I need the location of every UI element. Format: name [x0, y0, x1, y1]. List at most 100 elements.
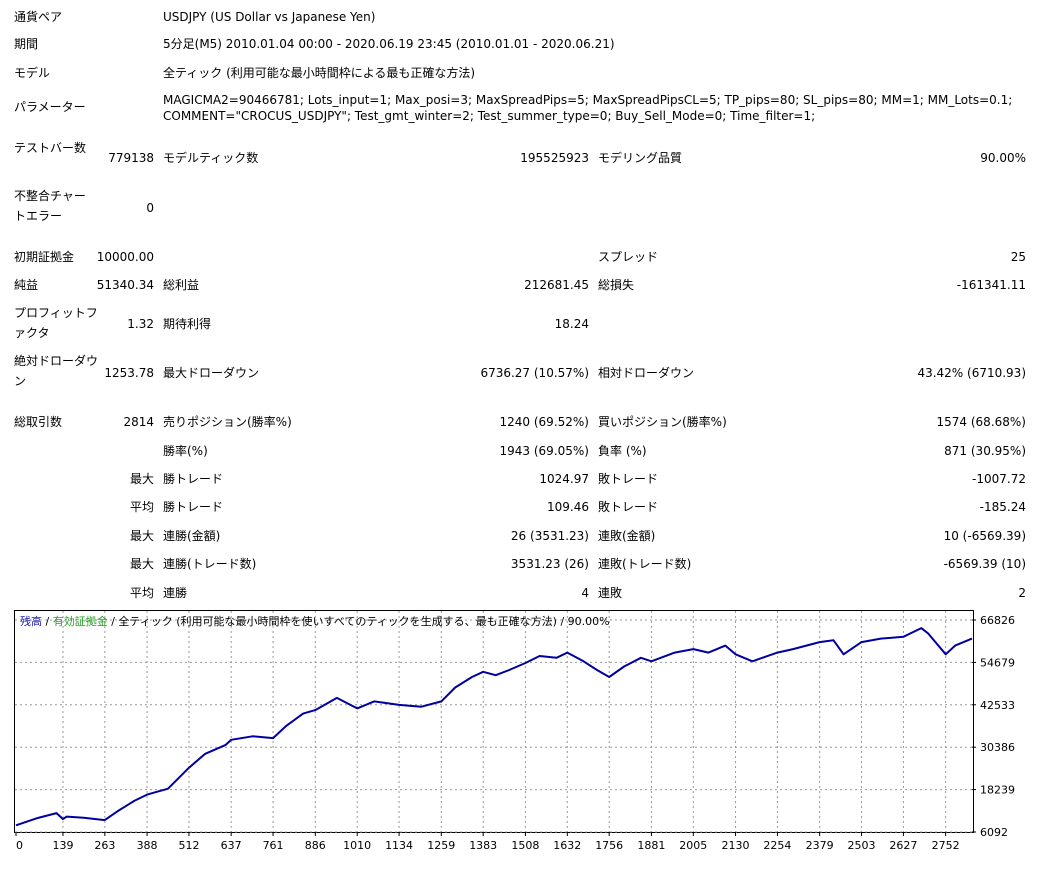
- avg-cons-word: 平均: [129, 586, 154, 600]
- bars-label: テストバー数: [14, 141, 87, 155]
- gross-profit-value: 212681.45: [524, 278, 589, 292]
- params-line2: COMMENT="CROCUS_USDJPY"; Test_gmt_winter…: [163, 109, 816, 123]
- x-tick-label: 512: [178, 839, 199, 852]
- y-tick-label: 54679: [980, 656, 1015, 669]
- max-cons-profit-value: 3531.23 (26): [510, 557, 589, 571]
- average-word: 平均: [129, 500, 154, 514]
- long-value: 1574 (68.68%): [936, 415, 1026, 429]
- spread-value: 25: [1010, 250, 1026, 264]
- mismatch-value: 0: [146, 201, 154, 215]
- spread-label: スプレッド: [598, 250, 659, 264]
- y-tick-label: 66826: [980, 614, 1015, 627]
- y-tick-label: 6092: [980, 826, 1008, 839]
- x-tick-label: 2005: [679, 839, 707, 852]
- trades-value: 2814: [123, 415, 154, 429]
- pf-label: プロフィットファクタ: [14, 306, 98, 340]
- loss-value: 871 (30.95%): [944, 444, 1026, 458]
- x-tick-label: 1010: [343, 839, 371, 852]
- pair-value: USDJPY (US Dollar vs Japanese Yen): [163, 10, 376, 24]
- largest-win-value: 1024.97: [539, 472, 589, 486]
- chart-caption: 残高 / 有効証拠金 / 全ティック (利用可能な最小時間枠を使いすべてのティッ…: [20, 615, 610, 629]
- avg-cons-win-label: 連勝: [163, 586, 188, 600]
- abs-dd-value: 1253.78: [104, 366, 154, 380]
- max-cons-loss-value: 10 (-6569.39): [943, 529, 1026, 543]
- bars-value: 779138: [108, 151, 154, 165]
- avg-cons-win-value: 4: [581, 586, 589, 600]
- y-tick-label: 42533: [980, 699, 1015, 712]
- x-tick-label: 388: [137, 839, 158, 852]
- max-dd-value: 6736.27 (10.57%): [480, 366, 589, 380]
- rel-dd-label: 相対ドローダウン: [598, 366, 695, 380]
- win-value: 1943 (69.05%): [499, 444, 589, 458]
- max-cons-profit-label: 連勝(トレード数): [163, 557, 257, 571]
- expected-value: 18.24: [554, 317, 589, 331]
- net-label: 純益: [14, 278, 39, 292]
- x-tick-label: 1632: [553, 839, 581, 852]
- largest-loss-value: -1007.72: [972, 472, 1026, 486]
- max-cons-lossamt-value: -6569.39 (10): [943, 557, 1026, 571]
- balance-line: [15, 627, 973, 827]
- ticks-label: モデルティック数: [163, 151, 259, 165]
- x-tick-label: 761: [263, 839, 284, 852]
- x-tick-label: 2627: [889, 839, 917, 852]
- gross-profit-label: 総利益: [163, 278, 200, 292]
- caption-rest: / 全ティック (利用可能な最小時間枠を使いすべてのティックを生成する、最も正確…: [107, 615, 610, 628]
- pair-label: 通貨ペア: [14, 10, 63, 24]
- model-value: 全ティック (利用可能な最小時間枠による最も正確な方法): [163, 66, 476, 80]
- max-dd-label: 最大ドローダウン: [163, 366, 260, 380]
- avg-win-value: 109.46: [547, 500, 589, 514]
- x-tick-label: 2752: [932, 839, 960, 852]
- gross-loss-value: -161341.11: [956, 278, 1026, 292]
- largest-loss-label: 敗トレード: [598, 472, 659, 486]
- x-tick-label: 886: [305, 839, 326, 852]
- rel-dd-value: 43.42% (6710.93): [917, 366, 1026, 380]
- avg-cons-loss-value: 2: [1018, 586, 1026, 600]
- x-tick-label: 1383: [469, 839, 497, 852]
- deposit-value: 10000.00: [96, 250, 154, 264]
- x-tick-label: 139: [52, 839, 73, 852]
- max-cons2-word: 最大: [129, 557, 154, 571]
- params-line1: MAGICMA2=90466781; Lots_input=1; Max_pos…: [163, 93, 1013, 107]
- trades-label: 総取引数: [14, 415, 63, 429]
- x-tick-label: 1881: [637, 839, 665, 852]
- avg-loss-value: -185.24: [979, 500, 1026, 514]
- x-tick-label: 1134: [385, 839, 413, 852]
- win-label: 勝率(%): [163, 444, 208, 458]
- net-value: 51340.34: [96, 278, 154, 292]
- caption-sep: /: [42, 615, 53, 628]
- x-tick-label: 263: [94, 839, 115, 852]
- x-tick-label: 2254: [763, 839, 791, 852]
- avg-cons-loss-label: 連敗: [598, 586, 623, 600]
- abs-dd-label: 絶対ドローダウン: [14, 354, 99, 388]
- x-tick-label: 2503: [848, 839, 876, 852]
- params-label: パラメーター: [14, 100, 86, 114]
- quality-label: モデリング品質: [598, 151, 683, 165]
- deposit-label: 初期証拠金: [14, 250, 75, 264]
- x-tick-label: 1756: [595, 839, 623, 852]
- avg-win-label: 勝トレード: [163, 500, 224, 514]
- x-tick-label: 1508: [511, 839, 539, 852]
- x-tick-label: 2379: [806, 839, 834, 852]
- ticks-value: 195525923: [520, 151, 589, 165]
- period-label: 期間: [14, 37, 39, 51]
- balance-chart-svg: 6092 18239 30386 42533 54679 66826 0 139 263 388 5…: [14, 610, 1015, 852]
- largest-win-label: 勝トレード: [163, 472, 224, 486]
- model-label: モデル: [14, 66, 51, 80]
- x-tick-label: 2130: [722, 839, 750, 852]
- max-cons-win-value: 26 (3531.23): [510, 529, 589, 543]
- balance-chart: 6092 18239 30386 42533 54679 66826 0 139 263 388 5…: [14, 610, 1036, 878]
- x-tick-label: 1259: [427, 839, 455, 852]
- caption-equity: 有効証拠金: [52, 615, 108, 628]
- expected-label: 期待利得: [163, 317, 212, 331]
- long-label: 買いポジション(勝率%): [598, 415, 727, 429]
- max-cons-win-label: 連勝(金額): [163, 529, 221, 543]
- max-cons-word: 最大: [129, 529, 154, 543]
- loss-label: 負率 (%): [598, 444, 647, 458]
- caption-balance: 残高: [20, 615, 42, 628]
- max-cons-lossamt-label: 連敗(トレード数): [598, 557, 692, 571]
- short-value: 1240 (69.52%): [499, 415, 589, 429]
- max-cons-loss-label: 連敗(金額): [598, 529, 656, 543]
- largest-word: 最大: [129, 472, 154, 486]
- y-tick-label: 30386: [980, 741, 1015, 754]
- mismatch-label: 不整合チャートエラー: [14, 189, 86, 223]
